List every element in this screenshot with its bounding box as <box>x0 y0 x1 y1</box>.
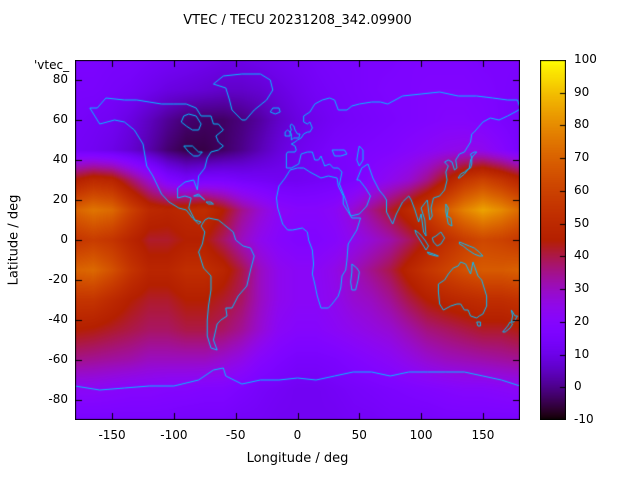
x-tick-label: -50 <box>225 428 246 442</box>
colorbar-tick-label: 40 <box>574 248 590 263</box>
y-tick-label: 60 <box>52 112 68 126</box>
y-tick-label: 80 <box>52 72 68 86</box>
y-tick-label: 0 <box>60 232 68 246</box>
x-tick-label: 50 <box>351 428 367 442</box>
chart-title: VTEC / TECU 20231208_342.09900 <box>183 13 412 28</box>
x-tick-label: 150 <box>471 428 495 442</box>
y-tick-label: -80 <box>48 392 68 406</box>
colorbar-tick-label: 80 <box>574 117 590 132</box>
y-tick-label: 20 <box>52 192 68 206</box>
colorbar-tick-label: 10 <box>574 346 590 361</box>
colorbar-tick-label: 60 <box>574 182 590 197</box>
series-key-label: 'vtec_ <box>34 58 70 72</box>
colorbar-tick-label: 70 <box>574 150 590 165</box>
y-tick-label: -60 <box>48 352 68 366</box>
x-tick-label: 100 <box>409 428 433 442</box>
x-tick-label: -150 <box>98 428 126 442</box>
colorbar-tick-label: 50 <box>574 215 590 230</box>
x-axis-label: Longitude / deg <box>246 451 349 466</box>
colorbar-tick-label: 90 <box>574 84 590 99</box>
y-tick-label: -20 <box>48 272 68 286</box>
colorbar-tick-label: -10 <box>574 412 594 426</box>
colorbar-tick-label: 30 <box>574 281 590 296</box>
x-tick-label: 0 <box>293 428 302 442</box>
tec-heatmap-canvas <box>75 60 520 420</box>
colorbar-tick-label: 100 <box>574 52 597 66</box>
y-tick-label: -40 <box>48 312 68 326</box>
y-tick-label: 40 <box>52 152 68 166</box>
colorbar-tick-label: 20 <box>574 313 590 328</box>
x-tick-label: -100 <box>160 428 188 442</box>
colorbar-canvas <box>540 60 566 420</box>
colorbar-tick-label: 0 <box>574 379 582 394</box>
